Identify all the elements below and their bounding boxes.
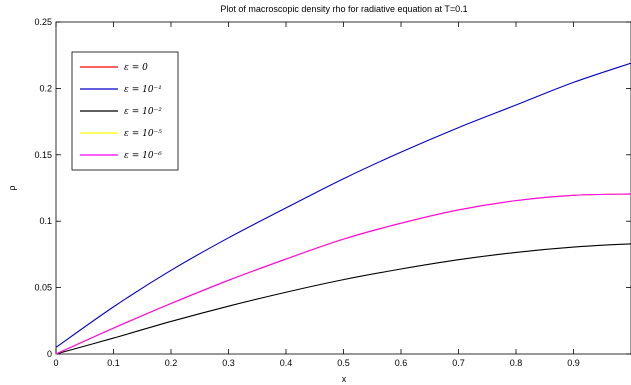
x-tick-label: 0.3: [222, 358, 235, 368]
x-tick-label: 0.6: [395, 358, 408, 368]
legend-label-3: ε = 10⁻⁵: [124, 129, 162, 139]
x-tick-label: 0.7: [452, 358, 465, 368]
y-axis-label: ρ: [7, 185, 17, 190]
y-tick-label: 0.25: [34, 17, 52, 27]
y-tick-label: 0: [47, 349, 52, 359]
x-tick-label: 0.4: [280, 358, 293, 368]
x-axis: 0 0.1 0.2 0.3 0.4 0.5 0.6 0.7 0.8 0.9: [53, 22, 580, 368]
x-tick-label: 0: [53, 358, 58, 368]
series-lines: [55, 62, 631, 355]
legend: ε = 0 ε = 10⁻¹ ε = 10⁻² ε = 10⁻⁵ ε = 10⁻⁶: [71, 51, 179, 171]
y-tick-label: 0.2: [39, 83, 52, 93]
y-tick-label: 0.1: [39, 216, 52, 226]
y-axis: 0 0.05 0.1 0.15 0.2 0.25: [34, 17, 631, 359]
x-axis-label: x: [342, 374, 347, 384]
y-tick-label: 0.15: [34, 150, 52, 160]
legend-label-1: ε = 10⁻¹: [124, 85, 162, 95]
x-tick-label: 0.2: [165, 358, 178, 368]
legend-label-4: ε = 10⁻⁶: [124, 151, 162, 161]
series-line-4: [55, 193, 631, 355]
x-tick-label: 0.8: [510, 358, 523, 368]
series-line-1: [55, 62, 631, 348]
y-tick-label: 0.05: [34, 283, 52, 293]
chart-title: Plot of macroscopic density rho for radi…: [220, 4, 467, 14]
legend-label-0: ε = 0: [124, 63, 148, 73]
x-tick-label: 0.5: [337, 358, 350, 368]
x-tick-label: 0.9: [567, 358, 580, 368]
legend-label-2: ε = 10⁻²: [124, 107, 162, 117]
series-line-2: [55, 243, 631, 355]
x-tick-label: 0.1: [107, 358, 120, 368]
